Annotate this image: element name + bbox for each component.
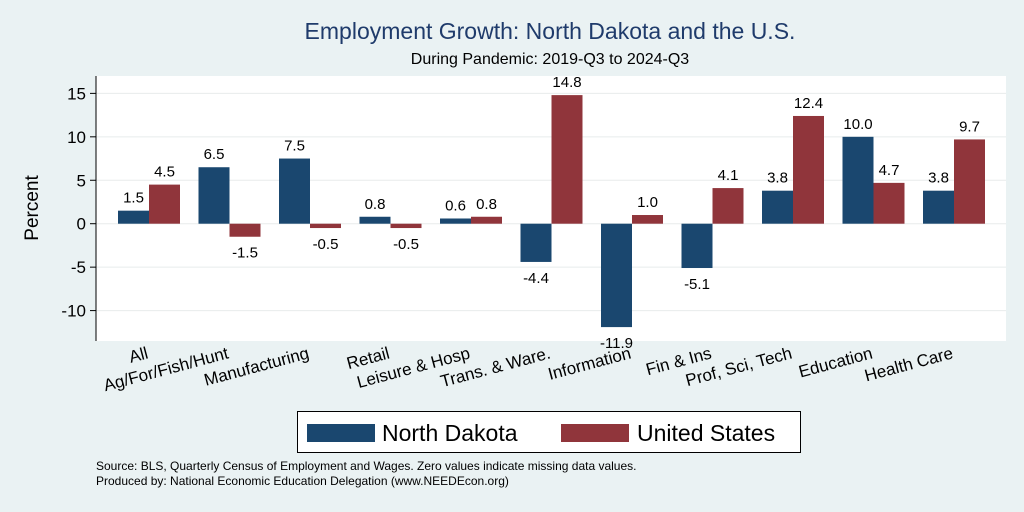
bar-north-dakota-health-care [923,190,954,224]
data-label-north-dakota-ag-for-fish-hunt: 6.5 [204,146,225,163]
y-tick-label: 15 [67,84,86,103]
bar-united-states-retail [390,223,422,229]
bar-north-dakota-manufacturing [279,158,310,224]
data-labels: 1.5 6.5 7.5 0.8 0.6 -4.4 -11.9 -5.1 3.8 10.0 3.8 4.… [123,74,980,352]
bar-united-states-prof-sci-tech [793,115,824,224]
bar-north-dakota-ag-for-fish-hunt [198,167,230,224]
category-label-all: All [127,344,150,367]
bar-north-dakota-all [118,210,149,224]
bar-united-states-ag-for-fish-hunt [229,223,261,237]
bar-united-states-all [149,184,180,224]
y-tick-label: 10 [67,128,86,147]
bar-north-dakota-trans-ware [520,223,552,262]
bar-united-states-health-care [954,139,985,224]
data-label-north-dakota-retail: 0.8 [365,196,386,213]
data-label-north-dakota-prof-sci-tech: 3.8 [767,170,788,187]
y-tick-label: 5 [77,171,86,190]
data-label-united-states-health-care: 9.7 [959,118,980,135]
axes: 15 10 5 0 -5 -10 [61,76,97,341]
y-tick-label: -5 [71,258,86,277]
data-label-united-states-leisure-hosp: 0.8 [476,196,497,213]
data-label-united-states-retail: -0.5 [393,236,419,253]
category-label-information: Information [546,344,633,384]
legend: North Dakota United States [297,411,801,453]
bar-united-states-leisure-hosp [471,216,502,224]
bar-united-states-education [873,182,905,224]
category-label-health-care: Health Care [862,344,955,386]
data-label-united-states-fin-ins: 4.1 [718,167,739,184]
bar-united-states-trans-ware [551,95,583,224]
data-label-north-dakota-all: 1.5 [123,190,144,207]
bar-united-states-information [632,215,663,224]
legend-swatch-united-states [561,424,629,442]
bar-north-dakota-fin-ins [681,223,713,269]
bar-north-dakota-retail [359,216,391,224]
data-label-north-dakota-trans-ware: -4.4 [523,270,549,287]
bar-united-states-manufacturing [310,223,341,229]
bar-north-dakota-education [842,136,874,224]
data-label-north-dakota-information: -11.9 [600,335,633,352]
bar-north-dakota-information [601,223,632,328]
data-label-united-states-education: 4.7 [879,162,900,179]
chart-title: Employment Growth: North Dakota and the … [304,18,796,44]
bar-north-dakota-leisure-hosp [440,218,471,224]
data-label-north-dakota-health-care: 3.8 [928,170,949,187]
data-label-united-states-information: 1.0 [637,194,658,211]
legend-swatch-north-dakota [307,424,375,442]
category-label-education: Education [797,344,875,382]
bars [118,95,985,328]
footer-source: Source: BLS, Quarterly Census of Employm… [96,459,637,473]
bar-north-dakota-prof-sci-tech [762,190,793,224]
data-label-united-states-trans-ware: 14.8 [552,74,581,91]
data-label-united-states-manufacturing: -0.5 [313,236,339,253]
chart-subtitle: During Pandemic: 2019-Q3 to 2024-Q3 [410,51,690,68]
data-label-north-dakota-education: 10.0 [843,116,872,133]
bar-united-states-fin-ins [712,188,744,224]
data-label-north-dakota-fin-ins: -5.1 [684,276,710,293]
data-label-united-states-prof-sci-tech: 12.4 [794,95,823,112]
data-label-united-states-ag-for-fish-hunt: -1.5 [232,245,258,262]
y-tick-label: -10 [61,302,86,321]
y-tick-label: 0 [77,215,86,234]
y-axis-label: Percent [22,175,43,241]
data-label-united-states-all: 4.5 [154,164,175,181]
footer-produced: Produced by: National Economic Education… [96,474,509,488]
data-label-north-dakota-leisure-hosp: 0.6 [445,197,466,214]
legend-label-north-dakota: North Dakota [382,420,518,446]
data-label-north-dakota-manufacturing: 7.5 [284,138,305,155]
legend-label-united-states: United States [637,420,776,446]
